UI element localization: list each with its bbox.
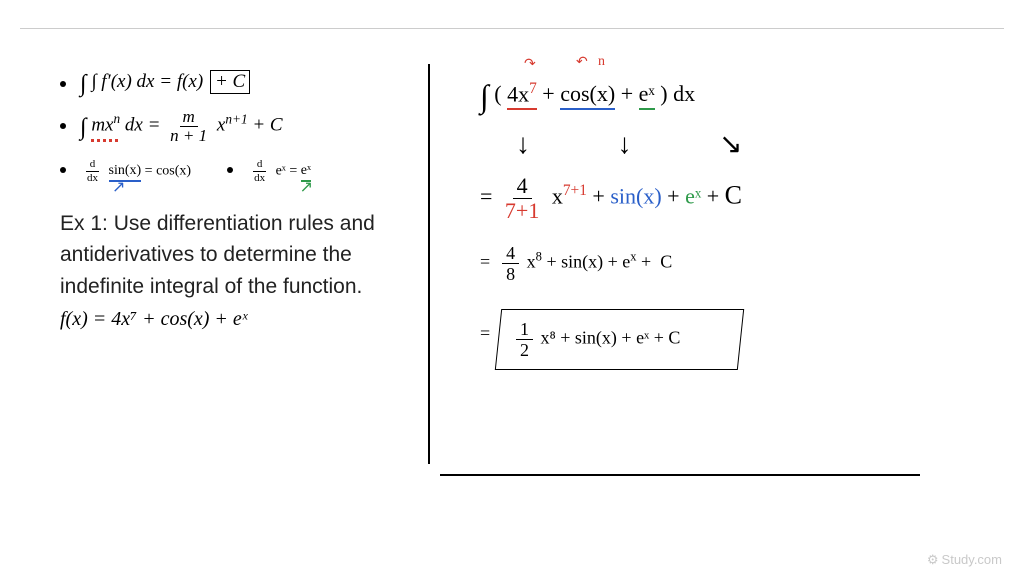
l2-frac: 4 7+1	[501, 175, 543, 222]
dexp-fn: eˣ	[276, 163, 286, 178]
example-prompt: Ex 1: Use differentiation rules and anti…	[60, 208, 390, 303]
l2-ex: eˣ	[685, 184, 701, 209]
l2-p2: +	[667, 184, 685, 209]
l1-term3: eˣ	[639, 81, 655, 110]
example-label: Ex 1:	[60, 212, 114, 235]
rule2-frac-num: m	[180, 108, 198, 127]
rule1-rhs: f(x)	[177, 71, 203, 92]
dexp-text: ddx eˣ = eˣ ↗	[247, 159, 311, 184]
rule1-lhs: ∫ f′(x) dx	[91, 71, 154, 92]
left-column: ∫ ∫ f′(x) dx document.currentScript.prev…	[60, 70, 390, 331]
l1-plus1: +	[542, 81, 560, 106]
rule2-math: ∫ mxn dx = m n + 1 xn+1 + C	[80, 108, 283, 145]
rule2-xexp: n+1	[225, 111, 247, 126]
bullet-icon	[60, 123, 66, 129]
work-line-4-wrapper: = 12 x⁸ + sin(x) + eˣ + C	[480, 301, 980, 382]
l2-sin: sin(x)	[610, 184, 661, 209]
arrow-down-icon: ↓	[618, 129, 672, 161]
answer-underline	[440, 474, 920, 476]
annot-n: n	[598, 54, 605, 70]
rule2-c: + C	[252, 115, 282, 136]
bullet-icon	[60, 81, 66, 87]
rule-dsin: ddx sin(x) = cos(x) ↗	[60, 159, 191, 184]
right-column: ↷ ↶ n ∫ ∫ (( 4x7 + cos(x) + eˣ ) dx ↓ ↓ …	[480, 56, 980, 382]
annotations-row: ↷ ↶ n	[480, 56, 980, 78]
l2-C: C	[725, 181, 742, 210]
arrow-down-icon: ↓	[516, 129, 570, 161]
l1-plus2: +	[621, 81, 639, 106]
l1-close: ) dx	[660, 81, 695, 106]
l4-eq: =	[480, 323, 490, 344]
l2-p1: +	[592, 184, 610, 209]
work-line-3: = 48 x8 + sin(x) + ex + C	[480, 244, 980, 283]
rule-power: ∫ mxn dx = m n + 1 xn+1 + C	[60, 108, 390, 145]
rule2-coef: mx	[91, 115, 113, 136]
l4-rest: x⁸ + sin(x) + eˣ + C	[541, 328, 681, 348]
dsin-res: cos(x)	[156, 163, 191, 178]
gear-icon: ⚙	[927, 552, 939, 567]
arrows-row: ↓ ↓ ↘	[516, 127, 980, 161]
rule1-eq: =	[159, 71, 177, 92]
arrow-down-icon: ↘	[719, 127, 782, 161]
l1-term2: cos(x)	[560, 81, 615, 110]
rule2-exp: n	[113, 111, 120, 126]
work-line-2: = 4 7+1 x7+1 + sin(x) + eˣ + C	[480, 175, 980, 222]
column-divider	[428, 64, 430, 464]
annot-arrow-icon: ↶	[576, 54, 588, 71]
l1-term1: 4x7	[507, 80, 537, 110]
hand-derivative-rules: ddx sin(x) = cos(x) ↗ ddx eˣ = eˣ ↗	[60, 159, 390, 184]
work-line-1: ∫ ∫ (( 4x7 + cos(x) + eˣ ) dx	[480, 78, 980, 115]
l2-xexp: 7+1	[563, 182, 587, 199]
l2-eq: =	[480, 184, 498, 209]
l2-p3: +	[707, 184, 725, 209]
dsin-text: ddx sin(x) = cos(x) ↗	[80, 159, 191, 184]
watermark-text: Study.com	[942, 552, 1002, 567]
rule1-plus-c-box: + C	[210, 70, 250, 94]
rule2-frac-den: n + 1	[167, 127, 210, 145]
dsin-eq: =	[145, 163, 156, 178]
rule1-math: ∫ ∫ f′(x) dx document.currentScript.prev…	[80, 70, 250, 98]
bullet-icon	[227, 167, 233, 173]
rule2-dx: dx =	[120, 115, 165, 136]
example-function: f(x) = 4x⁷ + cos(x) + eˣ	[60, 308, 390, 331]
rule-dexp: ddx eˣ = eˣ ↗	[227, 159, 311, 184]
final-answer-box: 12 x⁸ + sin(x) + eˣ + C	[495, 309, 745, 370]
annot-arrow-icon: ↷	[524, 56, 536, 73]
watermark: ⚙Study.com	[927, 552, 1002, 568]
l2-x: x	[552, 184, 563, 209]
bullet-icon	[60, 167, 66, 173]
rule-antiderivative: ∫ ∫ f′(x) dx document.currentScript.prev…	[60, 70, 390, 98]
rule2-frac: m n + 1	[167, 108, 210, 145]
